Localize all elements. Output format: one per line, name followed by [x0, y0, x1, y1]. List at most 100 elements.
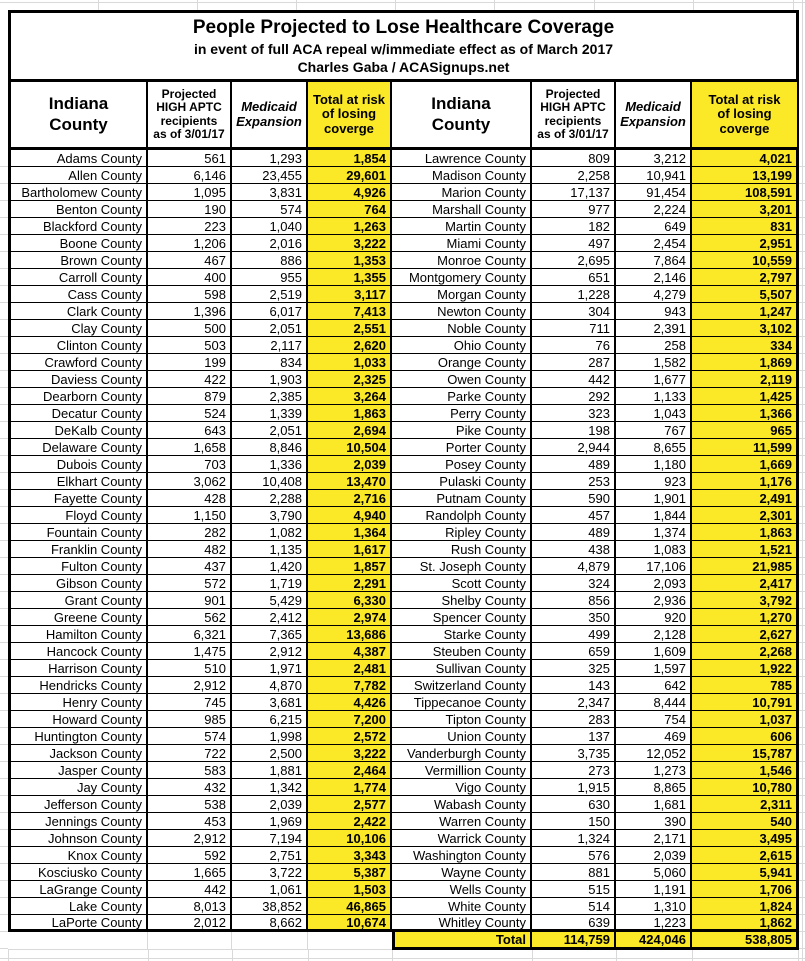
county-cell: Morgan County	[392, 286, 532, 303]
medicaid-value-cell: 1,336	[232, 456, 308, 473]
aptc-value-cell: 500	[148, 320, 232, 337]
gridline-right-row-stubs	[799, 150, 805, 951]
aptc-value-cell: 442	[148, 881, 232, 898]
total-value-cell: 1,863	[308, 405, 392, 422]
medicaid-value-cell: 2,412	[232, 609, 308, 626]
total-label-cell: Total	[392, 932, 532, 950]
gridline-top-stub	[693, 0, 694, 10]
aptc-value-cell: 137	[532, 728, 616, 745]
total-value-cell: 108,591	[692, 184, 799, 201]
county-cell: Greene County	[8, 609, 148, 626]
county-cell: Crawford County	[8, 354, 148, 371]
aptc-value-cell: 482	[148, 541, 232, 558]
medicaid-value-cell: 1,420	[232, 558, 308, 575]
medicaid-value-cell: 2,751	[232, 847, 308, 864]
aptc-value-cell: 437	[148, 558, 232, 575]
county-cell: Henry County	[8, 694, 148, 711]
total-value-cell: 1,364	[308, 524, 392, 541]
total-value-cell: 2,620	[308, 337, 392, 354]
total-value-cell: 2,491	[692, 490, 799, 507]
medicaid-value-cell: 1,040	[232, 218, 308, 235]
total-value-cell: 15,787	[692, 745, 799, 762]
total-value-cell: 5,507	[692, 286, 799, 303]
gridline-bottom-horizontal	[0, 958, 805, 959]
county-cell: Union County	[392, 728, 532, 745]
medicaid-value-cell: 1,061	[232, 881, 308, 898]
county-cell: Owen County	[392, 371, 532, 388]
medicaid-value-cell: 754	[616, 711, 692, 728]
medicaid-value-cell: 2,288	[232, 490, 308, 507]
medicaid-value-cell: 1,180	[616, 456, 692, 473]
medicaid-value-cell: 3,681	[232, 694, 308, 711]
aptc-value-cell: 428	[148, 490, 232, 507]
aptc-value-cell: 881	[532, 864, 616, 881]
medicaid-value-cell: 2,051	[232, 320, 308, 337]
header-total-left: Total at risk of losing coverge	[308, 82, 392, 150]
gridline-bottom-stub	[616, 950, 617, 961]
total-value-cell: 4,426	[308, 694, 392, 711]
county-cell: Warren County	[392, 813, 532, 830]
county-cell: Fountain County	[8, 524, 148, 541]
total-value-cell: 334	[692, 337, 799, 354]
aptc-value-cell: 1,150	[148, 507, 232, 524]
aptc-value-cell: 453	[148, 813, 232, 830]
medicaid-value-cell: 3,790	[232, 507, 308, 524]
medicaid-value-cell: 4,870	[232, 677, 308, 694]
header-total-right: Total at risk of losing coverge	[692, 82, 799, 150]
medicaid-value-cell: 1,339	[232, 405, 308, 422]
total-value-cell: 46,865	[308, 898, 392, 915]
county-cell: Dearborn County	[8, 388, 148, 405]
medicaid-value-cell: 2,128	[616, 626, 692, 643]
county-cell: Floyd County	[8, 507, 148, 524]
medicaid-value-cell: 1,969	[232, 813, 308, 830]
county-cell: Madison County	[392, 167, 532, 184]
total-value-cell: 2,577	[308, 796, 392, 813]
aptc-value-cell: 489	[532, 524, 616, 541]
aptc-value-cell: 283	[532, 711, 616, 728]
county-cell: Clark County	[8, 303, 148, 320]
county-cell: Lake County	[8, 898, 148, 915]
county-cell: Sullivan County	[392, 660, 532, 677]
aptc-value-cell: 1,228	[532, 286, 616, 303]
medicaid-value-cell: 5,060	[616, 864, 692, 881]
header-county-left: Indiana County	[8, 82, 148, 150]
total-value-cell: 7,782	[308, 677, 392, 694]
gridline-bottom-stub	[392, 950, 393, 961]
aptc-value-cell: 639	[532, 915, 616, 932]
medicaid-value-cell: 1,681	[616, 796, 692, 813]
total-value-cell: 785	[692, 677, 799, 694]
county-cell: Warrick County	[392, 830, 532, 847]
county-cell: Elkhart County	[8, 473, 148, 490]
county-cell: Jefferson County	[8, 796, 148, 813]
aptc-value-cell: 1,095	[148, 184, 232, 201]
total-value-cell: 1,263	[308, 218, 392, 235]
aptc-value-cell: 1,665	[148, 864, 232, 881]
total-value-cell: 2,716	[308, 490, 392, 507]
aptc-value-cell: 1,396	[148, 303, 232, 320]
medicaid-value-cell: 3,212	[616, 150, 692, 167]
total-value-cell: 3,222	[308, 745, 392, 762]
gridline-bottom-stub	[232, 950, 233, 961]
county-cell: LaGrange County	[8, 881, 148, 898]
aptc-value-cell: 4,879	[532, 558, 616, 575]
total-value-cell: 2,974	[308, 609, 392, 626]
medicaid-value-cell: 2,171	[616, 830, 692, 847]
medicaid-value-cell: 4,279	[616, 286, 692, 303]
total-value-cell: 1,669	[692, 456, 799, 473]
county-cell: Noble County	[392, 320, 532, 337]
total-value-cell: 3,102	[692, 320, 799, 337]
aptc-value-cell: 592	[148, 847, 232, 864]
county-cell: Vigo County	[392, 779, 532, 796]
county-cell: Jay County	[8, 779, 148, 796]
total-value-cell: 1,617	[308, 541, 392, 558]
aptc-value-cell: 703	[148, 456, 232, 473]
medicaid-value-cell: 2,051	[232, 422, 308, 439]
county-cell: White County	[392, 898, 532, 915]
total-value-cell: 1,353	[308, 252, 392, 269]
medicaid-value-cell: 1,082	[232, 524, 308, 541]
total-value-cell: 1,503	[308, 881, 392, 898]
medicaid-value-cell: 2,454	[616, 235, 692, 252]
aptc-value-cell: 572	[148, 575, 232, 592]
county-cell: Grant County	[8, 592, 148, 609]
aptc-value-cell: 223	[148, 218, 232, 235]
